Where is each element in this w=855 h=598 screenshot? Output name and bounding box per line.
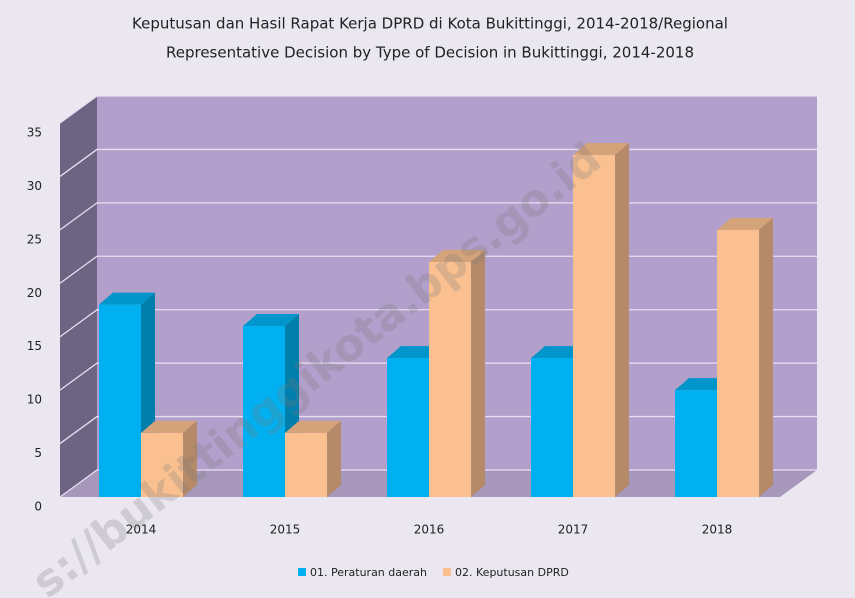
bar-side xyxy=(615,143,629,498)
x-tick-label: 2014 xyxy=(126,523,157,537)
bar xyxy=(387,358,429,497)
y-tick-label: 15 xyxy=(27,339,42,353)
legend-label: 02. Keputusan DPRD xyxy=(455,566,569,579)
bar xyxy=(285,432,327,497)
y-tick-label: 20 xyxy=(27,286,42,300)
y-tick-label: 30 xyxy=(27,179,42,193)
bar-top xyxy=(141,420,197,433)
bar-top xyxy=(243,314,299,327)
bar-side xyxy=(471,249,485,497)
bar xyxy=(99,304,141,497)
bar xyxy=(141,432,183,497)
y-tick-label: 5 xyxy=(34,446,42,460)
legend-swatch xyxy=(298,568,306,576)
bar-top xyxy=(573,143,629,156)
bar xyxy=(573,155,615,498)
y-tick-label: 25 xyxy=(27,232,42,246)
x-tick-label: 2016 xyxy=(414,523,445,537)
y-tick-label: 35 xyxy=(27,126,42,140)
bar-top xyxy=(285,420,341,433)
y-tick-label: 10 xyxy=(27,393,42,407)
bar-top xyxy=(717,217,773,230)
side-wall xyxy=(60,96,97,497)
x-tick-label: 2015 xyxy=(270,523,301,537)
grid-line xyxy=(59,148,817,177)
bar xyxy=(675,390,717,497)
x-tick-label: 2018 xyxy=(702,523,733,537)
bar-side xyxy=(759,217,773,497)
bar xyxy=(717,229,759,497)
grid-line xyxy=(59,95,817,124)
bar xyxy=(429,261,471,497)
bar-top xyxy=(99,292,155,305)
legend-label: 01. Peraturan daerah xyxy=(310,566,427,579)
legend-swatch xyxy=(443,568,452,576)
chart-title: Keputusan dan Hasil Rapat Kerja DPRD di … xyxy=(132,15,728,33)
y-tick-label: 0 xyxy=(34,500,42,514)
bar xyxy=(531,358,573,497)
bar xyxy=(243,326,285,497)
bar-side xyxy=(327,420,341,497)
x-tick-label: 2017 xyxy=(558,523,589,537)
bar-side xyxy=(183,420,197,497)
chart-title: Representative Decision by Type of Decis… xyxy=(166,44,694,62)
bar-top xyxy=(429,249,485,262)
